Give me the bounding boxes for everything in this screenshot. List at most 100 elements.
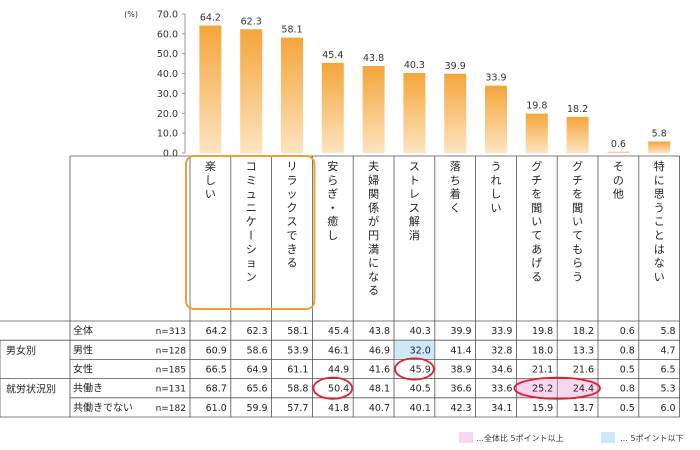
table-cell: 62.3 <box>246 326 267 337</box>
svg-text:聞: 聞 <box>531 201 542 214</box>
legend-swatch-high <box>459 432 473 443</box>
svg-text:い: い <box>654 270 665 283</box>
svg-text:ち: ち <box>450 174 461 187</box>
table-cell: 48.1 <box>369 384 390 395</box>
svg-text:そ: そ <box>613 160 624 173</box>
bar-value-label: 33.9 <box>485 73 506 84</box>
y-tick-label: 40.0 <box>157 69 178 80</box>
table-cell: 34.1 <box>491 403 512 414</box>
svg-text:リ: リ <box>287 160 298 173</box>
svg-text:し: し <box>491 188 502 201</box>
table-cell: 39.9 <box>450 326 471 337</box>
svg-text:ン: ン <box>246 270 257 283</box>
table-cell: 58.6 <box>246 345 267 356</box>
table-cell: 58.1 <box>287 326 308 337</box>
table-cell: 13.7 <box>573 403 594 414</box>
svg-text:る: る <box>368 284 379 297</box>
table-cell: 64.9 <box>246 365 267 376</box>
table-cell: 40.5 <box>410 384 431 395</box>
svg-text:夫: 夫 <box>368 160 379 173</box>
table-cell: 33.9 <box>491 326 512 337</box>
bar <box>648 141 671 153</box>
y-tick-label: 60.0 <box>157 29 178 40</box>
bar-value-label: 40.3 <box>404 60 425 71</box>
svg-text:チ: チ <box>531 174 542 187</box>
svg-text:を: を <box>572 188 583 201</box>
table-cell: 50.4 <box>328 384 349 395</box>
row-n: n=185 <box>156 366 186 376</box>
table-cell: 5.3 <box>660 384 675 395</box>
highlight-cell <box>394 340 435 359</box>
table-cell: 21.6 <box>573 365 594 376</box>
svg-text:い: い <box>531 215 542 228</box>
bar <box>485 85 507 153</box>
table-cell: 4.7 <box>660 345 675 356</box>
table-cell: 0.5 <box>620 365 635 376</box>
svg-text:ら: ら <box>327 174 338 187</box>
svg-text:く: く <box>450 201 461 214</box>
table-cell: 40.1 <box>410 403 431 414</box>
table-cell: 32.8 <box>491 345 512 356</box>
bar-value-label: 39.9 <box>445 61 466 72</box>
svg-text:あ: あ <box>531 243 542 256</box>
table-cell: 0.5 <box>620 403 635 414</box>
table-cell: 41.4 <box>450 345 471 356</box>
table-cell: 46.9 <box>369 345 390 356</box>
svg-text:る: る <box>287 257 298 270</box>
svg-text:と: と <box>654 229 665 242</box>
svg-text:の: の <box>613 174 624 187</box>
table-cell: 34.6 <box>491 365 512 376</box>
svg-text:い: い <box>572 215 583 228</box>
svg-text:う: う <box>572 270 583 283</box>
table-cell: 41.6 <box>369 365 390 376</box>
row-label: 全体 <box>73 324 93 337</box>
svg-text:落: 落 <box>450 160 461 173</box>
highlight-cell <box>557 379 598 398</box>
svg-text:て: て <box>531 229 542 242</box>
legend-high-label: …全体比 5ポイント以上 <box>476 433 564 443</box>
svg-text:は: は <box>654 243 665 256</box>
table-cell: 18.2 <box>573 326 594 337</box>
table-cell: 42.3 <box>450 403 471 414</box>
table-cell: 59.9 <box>246 403 267 414</box>
svg-text:グ: グ <box>531 159 542 173</box>
table-cell: 57.7 <box>287 403 308 414</box>
y-tick-label: 10.0 <box>157 129 178 140</box>
bar <box>281 37 303 153</box>
table-cell: 19.8 <box>532 326 553 337</box>
emphasis-circle <box>513 376 601 400</box>
bar <box>403 72 426 153</box>
svg-text:聞: 聞 <box>572 201 583 214</box>
svg-text:係: 係 <box>368 201 379 214</box>
svg-text:楽: 楽 <box>205 160 216 173</box>
svg-text:レ: レ <box>409 188 420 201</box>
row-label: 女性 <box>73 363 93 376</box>
table-cell: 58.8 <box>287 384 308 395</box>
row-n: n=131 <box>156 385 186 395</box>
bar-value-label: 45.4 <box>322 50 343 61</box>
table-cell: 45.4 <box>328 326 349 337</box>
svg-text:ッ: ッ <box>287 188 298 201</box>
row-n: n=182 <box>156 404 186 414</box>
table-cell: 61.0 <box>206 403 227 414</box>
svg-text:ュ: ュ <box>246 188 257 201</box>
row-n: n=128 <box>156 346 187 356</box>
bar-value-label: 62.3 <box>241 16 262 27</box>
svg-text:ス: ス <box>409 160 420 173</box>
bar <box>362 66 385 153</box>
bar-value-label: 18.2 <box>567 104 588 115</box>
svg-text:て: て <box>572 229 583 242</box>
svg-text:ぎ: ぎ <box>327 187 338 201</box>
y-tick-label: 20.0 <box>157 109 178 120</box>
svg-text:を: を <box>531 188 542 201</box>
svg-text:ス: ス <box>287 215 298 228</box>
bar-value-label: 0.6 <box>611 139 626 150</box>
table-cell: 36.6 <box>450 384 471 395</box>
category-header: 楽しい <box>205 160 216 201</box>
bar <box>566 116 589 153</box>
y-tick-label: 30.0 <box>157 89 178 100</box>
svg-text:れ: れ <box>491 174 502 187</box>
table-cell: 21.1 <box>532 365 553 376</box>
